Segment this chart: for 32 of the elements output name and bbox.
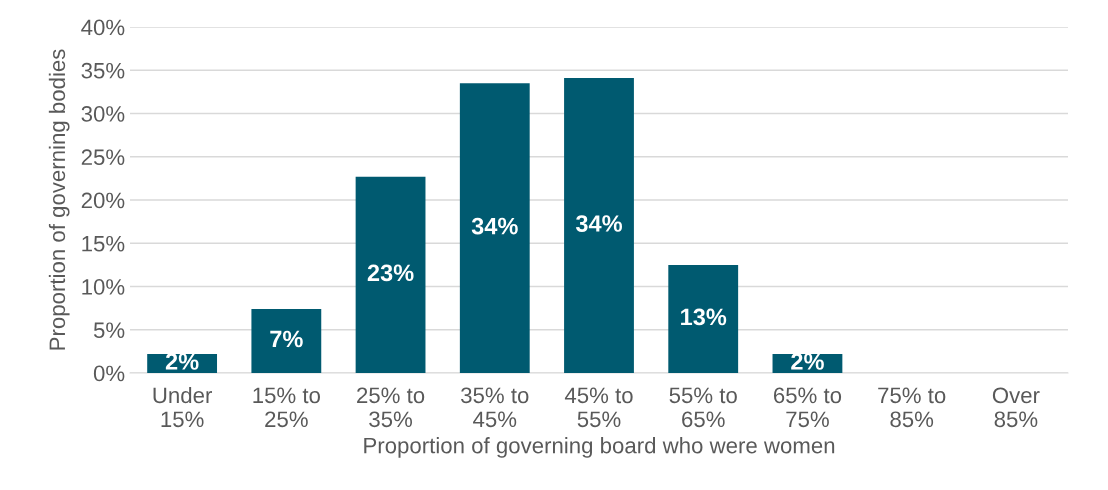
y-tick-label: 5% [93,322,125,339]
bar [459,83,530,373]
y-tick-label: 15% [82,235,125,252]
data-label: 7% [270,330,303,348]
bar [564,78,634,373]
x-tick-label: 55% to 65% [669,387,737,428]
y-axis-title: Proportion of governing bodies [48,49,70,350]
data-label: 23% [367,264,414,282]
y-tick-label: 40% [81,19,125,36]
bar [251,308,322,373]
y-tick-label: 30% [81,106,125,122]
x-tick-label: 15% to 25% [253,387,320,428]
y-tick-label: 20% [81,192,125,209]
bar [355,176,426,373]
data-label: 34% [471,217,518,235]
x-tick-label: Under 15% [153,386,213,428]
data-label: 34% [575,215,623,232]
x-axis-title: Proportion of governing board who were women [364,437,835,458]
y-tick-label: 0% [93,365,125,382]
x-tick-label: 45% to 55% [564,387,633,428]
data-label: 2% [791,353,824,370]
y-tick-label: 25% [81,149,125,166]
y-tick-label: 35% [81,62,125,79]
x-tick-label: 35% to 45% [461,387,529,428]
y-tick-label: 10% [82,279,125,295]
x-tick-label: 25% to 35% [357,387,425,428]
data-label: 13% [681,308,727,326]
x-tick-label: Over 85% [992,387,1040,428]
data-label: 2% [165,353,199,370]
bar [668,264,739,373]
x-tick-label: 65% to 75% [773,387,842,428]
x-tick-label: 75% to 85% [878,387,946,428]
